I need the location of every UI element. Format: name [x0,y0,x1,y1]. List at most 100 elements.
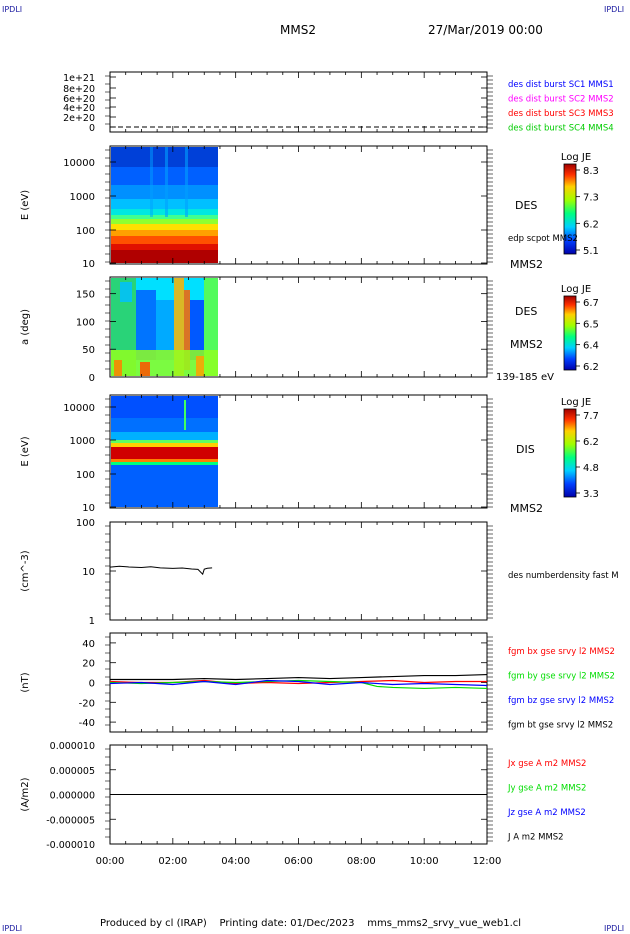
colorbar-tick-label: 5.1 [583,246,599,257]
heatmap-band [111,432,218,440]
heatmap-band [111,236,218,244]
colorbar-tick-label: 7.7 [583,411,599,422]
heatmap-patch [136,290,156,360]
legend-entry: J A m2 MMS2 [507,833,564,843]
y-tick-label: 1e+21 [63,73,95,84]
y-tick-label: 8e+20 [63,84,95,95]
y-tick-label: 0 [89,373,95,384]
y-tick-label: 1 [89,616,95,627]
panel-frame [109,521,488,621]
y-tick-label: 10 [82,567,95,578]
colorbar-des-energy [563,163,577,255]
x-tick-label: 02:00 [158,856,187,867]
y-axis-label: E (eV) [20,436,31,466]
heatmap-band [111,440,218,443]
legend-entry: fgm bz gse srvy l2 MMS2 [508,696,614,706]
legend-entry: des dist burst SC1 MMS1 [508,80,614,90]
colorbar-des-pitch-title: Log JE [561,284,591,295]
legend-entry: fgm bx gse srvy l2 MMS2 [508,647,615,657]
y-tick-label: 100 [76,317,95,328]
y-tick-label: 50 [82,345,95,356]
heatmap-band [111,199,218,209]
heatmap-band [111,418,218,432]
heatmap-band [111,219,218,224]
energy-range-label: 139-185 eV [496,372,554,383]
x-tick-label: 08:00 [347,856,376,867]
field-line-bt [110,673,488,681]
y-axis-label: (nT) [20,672,31,692]
y-tick-label: 0 [89,679,95,690]
y-tick-label: -0.000005 [46,815,95,826]
heatmap-streak [150,147,153,217]
x-tick-label: 12:00 [473,856,502,867]
heatmap-patch [184,290,190,370]
plot-date: 27/Mar/2019 00:00 [428,23,543,37]
y-tick-label: 10000 [63,158,95,169]
y-tick-label: 100 [76,226,95,237]
legend-entry: fgm by gse srvy l2 MMS2 [508,672,615,682]
x-tick-label: 10:00 [410,856,439,867]
corner-label-bottom-right: IPDLI [604,924,625,933]
field-line-bz [109,679,488,687]
heatmap-patch [120,282,132,302]
legend-entry: Jx gse A m2 MMS2 [507,759,586,769]
heatmap-band [111,185,218,199]
legend-entry: des dist burst SC2 MMS2 [508,95,614,105]
heatmap-band [111,224,218,230]
panel-frame [109,71,488,133]
y-tick-label: -40 [79,718,95,729]
colorbar-tick-label: 8.3 [583,166,599,177]
colorbar-tick-label: 4.8 [583,463,599,474]
y-tick-label: 10000 [63,403,95,414]
heatmap-band [111,447,218,459]
corner-label-top-right: IPDLI [604,5,625,14]
y-tick-label: -0.000010 [46,840,95,851]
y-tick-label: 20 [82,659,95,670]
y-tick-label: 0.000000 [50,791,95,802]
spacecraft-label: MMS2 [510,502,543,515]
heatmap-patch [174,278,184,376]
heatmap-streak [165,147,168,217]
heatmap-band [111,209,218,215]
panel-label-dis: DIS [516,443,535,456]
x-tick-label: 06:00 [284,856,313,867]
heatmap-patch [114,360,122,376]
colorbar-tick-label: 6.7 [583,298,599,309]
heatmap-band [111,147,218,167]
colorbar-des-energy-title: Log JE [561,152,591,163]
panel-label-des: DES [515,305,537,318]
spacecraft-label: MMS2 [510,338,543,351]
y-tick-label: 10 [82,259,95,270]
scpot-label: edp scpot MMS2 [508,234,578,244]
x-tick-label: 04:00 [221,856,250,867]
colorbar-tick-label: 3.3 [583,489,599,500]
field-line-by [109,679,488,690]
heatmap-band [111,215,218,219]
heatmap-patch [190,300,204,360]
y-tick-label: 40 [82,639,95,650]
y-tick-label: 1000 [70,192,95,203]
heatmap-band [111,396,218,418]
heatmap-patch [156,300,174,360]
heatmap-patch [140,362,150,376]
y-tick-label: 0 [89,123,95,134]
heatmap-patch [196,356,204,376]
colorbar-tick-label: 6.4 [583,341,599,352]
corner-label-bottom-left: IPDLI [2,924,23,933]
y-tick-label: 1000 [70,436,95,447]
y-tick-label: 6e+20 [63,94,95,105]
heatmap-band [111,250,218,263]
y-tick-label: 4e+20 [63,103,95,114]
heatmap-band [111,244,218,250]
legend-entry: des dist burst SC4 MMS4 [508,124,614,134]
heatmap-band [111,230,218,236]
colorbar-dis-energy [563,408,577,498]
legend-entry: des numberdensity fast M [508,571,619,581]
y-tick-label: 10 [82,503,95,514]
heatmap-band [111,443,218,447]
y-tick-label: 0.000005 [50,766,95,777]
heatmap-streak [185,147,188,217]
panel-label-des: DES [515,199,537,212]
legend-entry: Jy gse A m2 MMS2 [507,784,586,794]
